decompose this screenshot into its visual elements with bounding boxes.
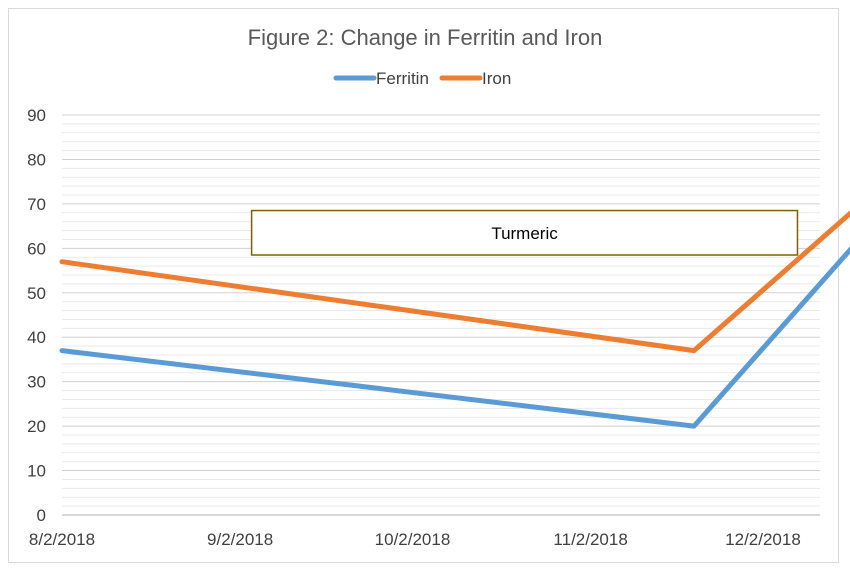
annotation-label: Turmeric [491, 224, 558, 243]
y-tick-label: 0 [37, 506, 46, 525]
series-line-iron [59, 210, 850, 354]
annotation-box [250, 209, 799, 256]
y-tick-label: 30 [27, 373, 46, 392]
x-axis: 8/2/2018 9/2/2018 10/2/2018 11/2/2018 12/2/2… [29, 530, 801, 549]
y-tick-label: 20 [27, 417, 46, 436]
legend: Ferritin Iron [333, 69, 511, 88]
annotations: Turmeric [250, 209, 799, 256]
x-tick-label: 11/2/2018 [553, 530, 627, 549]
y-tick-label: 10 [27, 462, 46, 481]
x-tick-label: 10/2/2018 [375, 530, 451, 549]
x-tick-label: 12/2/2018 [725, 530, 801, 549]
y-tick-label: 40 [27, 328, 46, 347]
legend-label-ferritin: Ferritin [376, 69, 429, 88]
chart-title: Figure 2: Change in Ferritin and Iron [248, 25, 603, 50]
x-tick-label: 8/2/2018 [29, 530, 95, 549]
y-tick-label: 90 [27, 106, 46, 125]
y-tick-label: 80 [27, 150, 46, 169]
legend-label-iron: Iron [482, 69, 511, 88]
series-line-ferritin [59, 246, 850, 429]
x-tick-label: 9/2/2018 [207, 530, 273, 549]
y-tick-label: 70 [27, 195, 46, 214]
y-tick-label: 60 [27, 239, 46, 258]
series-lines [59, 210, 850, 429]
y-axis: 0 10 20 30 40 50 60 70 80 90 [27, 106, 46, 525]
y-tick-label: 50 [27, 284, 46, 303]
